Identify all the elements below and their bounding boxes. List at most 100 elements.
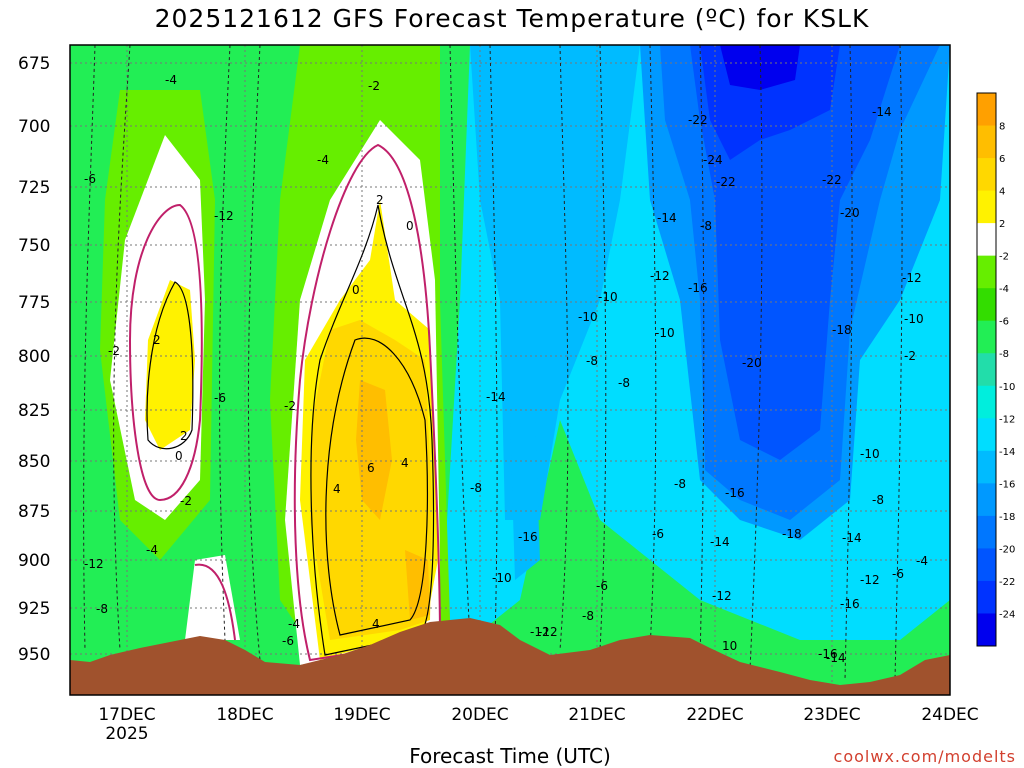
- colorbar-swatch: [977, 515, 996, 549]
- contour-label: -2: [368, 79, 380, 93]
- contour-label: 0: [175, 449, 183, 463]
- colorbar-swatch: [977, 255, 996, 289]
- contour-label: -12: [84, 557, 104, 571]
- contour-label: -16: [840, 597, 860, 611]
- contour-label: -10: [492, 571, 512, 585]
- colorbar-label: -6: [999, 317, 1009, 328]
- contour-label: -12: [538, 625, 558, 639]
- contour-label: -22: [716, 175, 736, 189]
- colorbar-swatch: [977, 353, 996, 387]
- colorbar-swatch: [977, 385, 996, 419]
- contour-label: -16: [818, 647, 838, 661]
- contour-label: -14: [710, 535, 730, 549]
- contour-label: -2: [180, 494, 192, 508]
- contour-label: -2: [904, 349, 916, 363]
- chart-title: 2025121612 GFS Forecast Temperature (ºC)…: [154, 4, 870, 33]
- contour-label: -12: [530, 625, 550, 639]
- y-tick-label: 675: [18, 54, 50, 74]
- x-axis: 17DEC 2025 18DEC 19DEC 20DEC 21DEC 22DEC…: [98, 705, 978, 744]
- x-tick-label: 17DEC: [98, 705, 155, 725]
- contour-label: -8: [582, 609, 594, 623]
- colorbar-label: -20: [999, 544, 1015, 555]
- contour-label: -14: [826, 651, 846, 665]
- y-tick-label: 875: [18, 502, 50, 522]
- x-axis-title: Forecast Time (UTC): [409, 744, 611, 768]
- contour-label: -12: [214, 209, 234, 223]
- x-tick-label: 23DEC: [803, 705, 860, 725]
- credit-link[interactable]: coolwx.com/modelts: [833, 747, 1016, 766]
- contour-label: -4: [146, 543, 158, 557]
- contour-label: -8: [872, 493, 884, 507]
- field-cold-pocket: [510, 420, 540, 580]
- colorbar-label: -14: [999, 447, 1015, 458]
- contour-label: -4: [317, 153, 329, 167]
- contour-label: -8: [586, 354, 598, 368]
- contour-label: -2: [284, 399, 296, 413]
- contour-label: -16: [725, 486, 745, 500]
- contour-label: -10: [578, 310, 598, 324]
- contour-label: 0: [406, 219, 414, 233]
- colorbar-swatch: [977, 483, 996, 517]
- contour-label-layer: -4 -2 -4 -6 -12 -2 2 0 0 -22 -2 4 -22 -22…: [84, 73, 928, 665]
- contour-label: 4: [401, 456, 409, 470]
- colorbar-label: 8: [999, 122, 1005, 133]
- contour-label: -4: [288, 617, 300, 631]
- colorbar-label: 6: [999, 154, 1005, 165]
- x-tick-sublabel: 2025: [105, 724, 148, 744]
- colorbar-swatch: [977, 613, 996, 647]
- contour-label: -12: [902, 271, 922, 285]
- colorbar-swatch: [977, 418, 996, 452]
- contour-label: 0: [352, 283, 360, 297]
- x-tick-label: 18DEC: [216, 705, 273, 725]
- field-warm-left-yellow: [145, 280, 195, 450]
- y-tick-label: 775: [18, 293, 50, 313]
- contour-label: 10: [722, 639, 737, 653]
- colorbar-label: -16: [999, 479, 1015, 490]
- contour-label: -8: [618, 376, 630, 390]
- colorbar-swatch: [977, 450, 996, 484]
- y-tick-label: 900: [18, 551, 50, 571]
- y-tick-label: 925: [18, 599, 50, 619]
- temperature-field: [70, 45, 950, 695]
- contour-label: -10: [655, 326, 675, 340]
- colorbar-label: -10: [999, 382, 1015, 393]
- contour-label: -6: [652, 527, 664, 541]
- contour-label: -10: [904, 312, 924, 326]
- colorbar-swatch: [977, 158, 996, 192]
- x-tick-label: 20DEC: [451, 705, 508, 725]
- y-tick-label: 750: [18, 236, 50, 256]
- colorbar-swatch: [977, 320, 996, 354]
- colorbar-label: 4: [999, 187, 1005, 198]
- contour-label: -6: [282, 634, 294, 648]
- contour-label: 4: [333, 482, 341, 496]
- contour-label: -8: [700, 219, 712, 233]
- colorbar-label: -22: [999, 577, 1015, 588]
- contour-label: -6: [214, 391, 226, 405]
- colorbar-label: -18: [999, 512, 1015, 523]
- contour-label: -4: [916, 554, 928, 568]
- y-tick-label: 700: [18, 117, 50, 137]
- y-tick-label: 950: [18, 645, 50, 665]
- contour-label: -12: [860, 573, 880, 587]
- y-tick-label: 825: [18, 401, 50, 421]
- colorbar-swatch: [977, 548, 996, 582]
- colorbar-swatch: [977, 223, 996, 257]
- colorbar-label: -4: [999, 284, 1009, 295]
- contour-label: 4: [372, 617, 380, 631]
- x-tick-label: 19DEC: [333, 705, 390, 725]
- contour-label: -14: [486, 390, 506, 404]
- contour-label: -22: [822, 173, 842, 187]
- contour-label: -4: [165, 73, 177, 87]
- terrain: [70, 618, 950, 695]
- x-tick-label: 21DEC: [568, 705, 625, 725]
- x-tick-label: 24DEC: [921, 705, 978, 725]
- colorbar-swatch: [977, 93, 996, 127]
- colorbar-label: -2: [999, 252, 1009, 263]
- contour-label: -22: [688, 113, 708, 127]
- contour-label: -20: [840, 206, 860, 220]
- contour-label: 2: [180, 429, 188, 443]
- contour-label: -6: [84, 172, 96, 186]
- colorbar-swatch: [977, 125, 996, 159]
- colorbar-label: -8: [999, 349, 1009, 360]
